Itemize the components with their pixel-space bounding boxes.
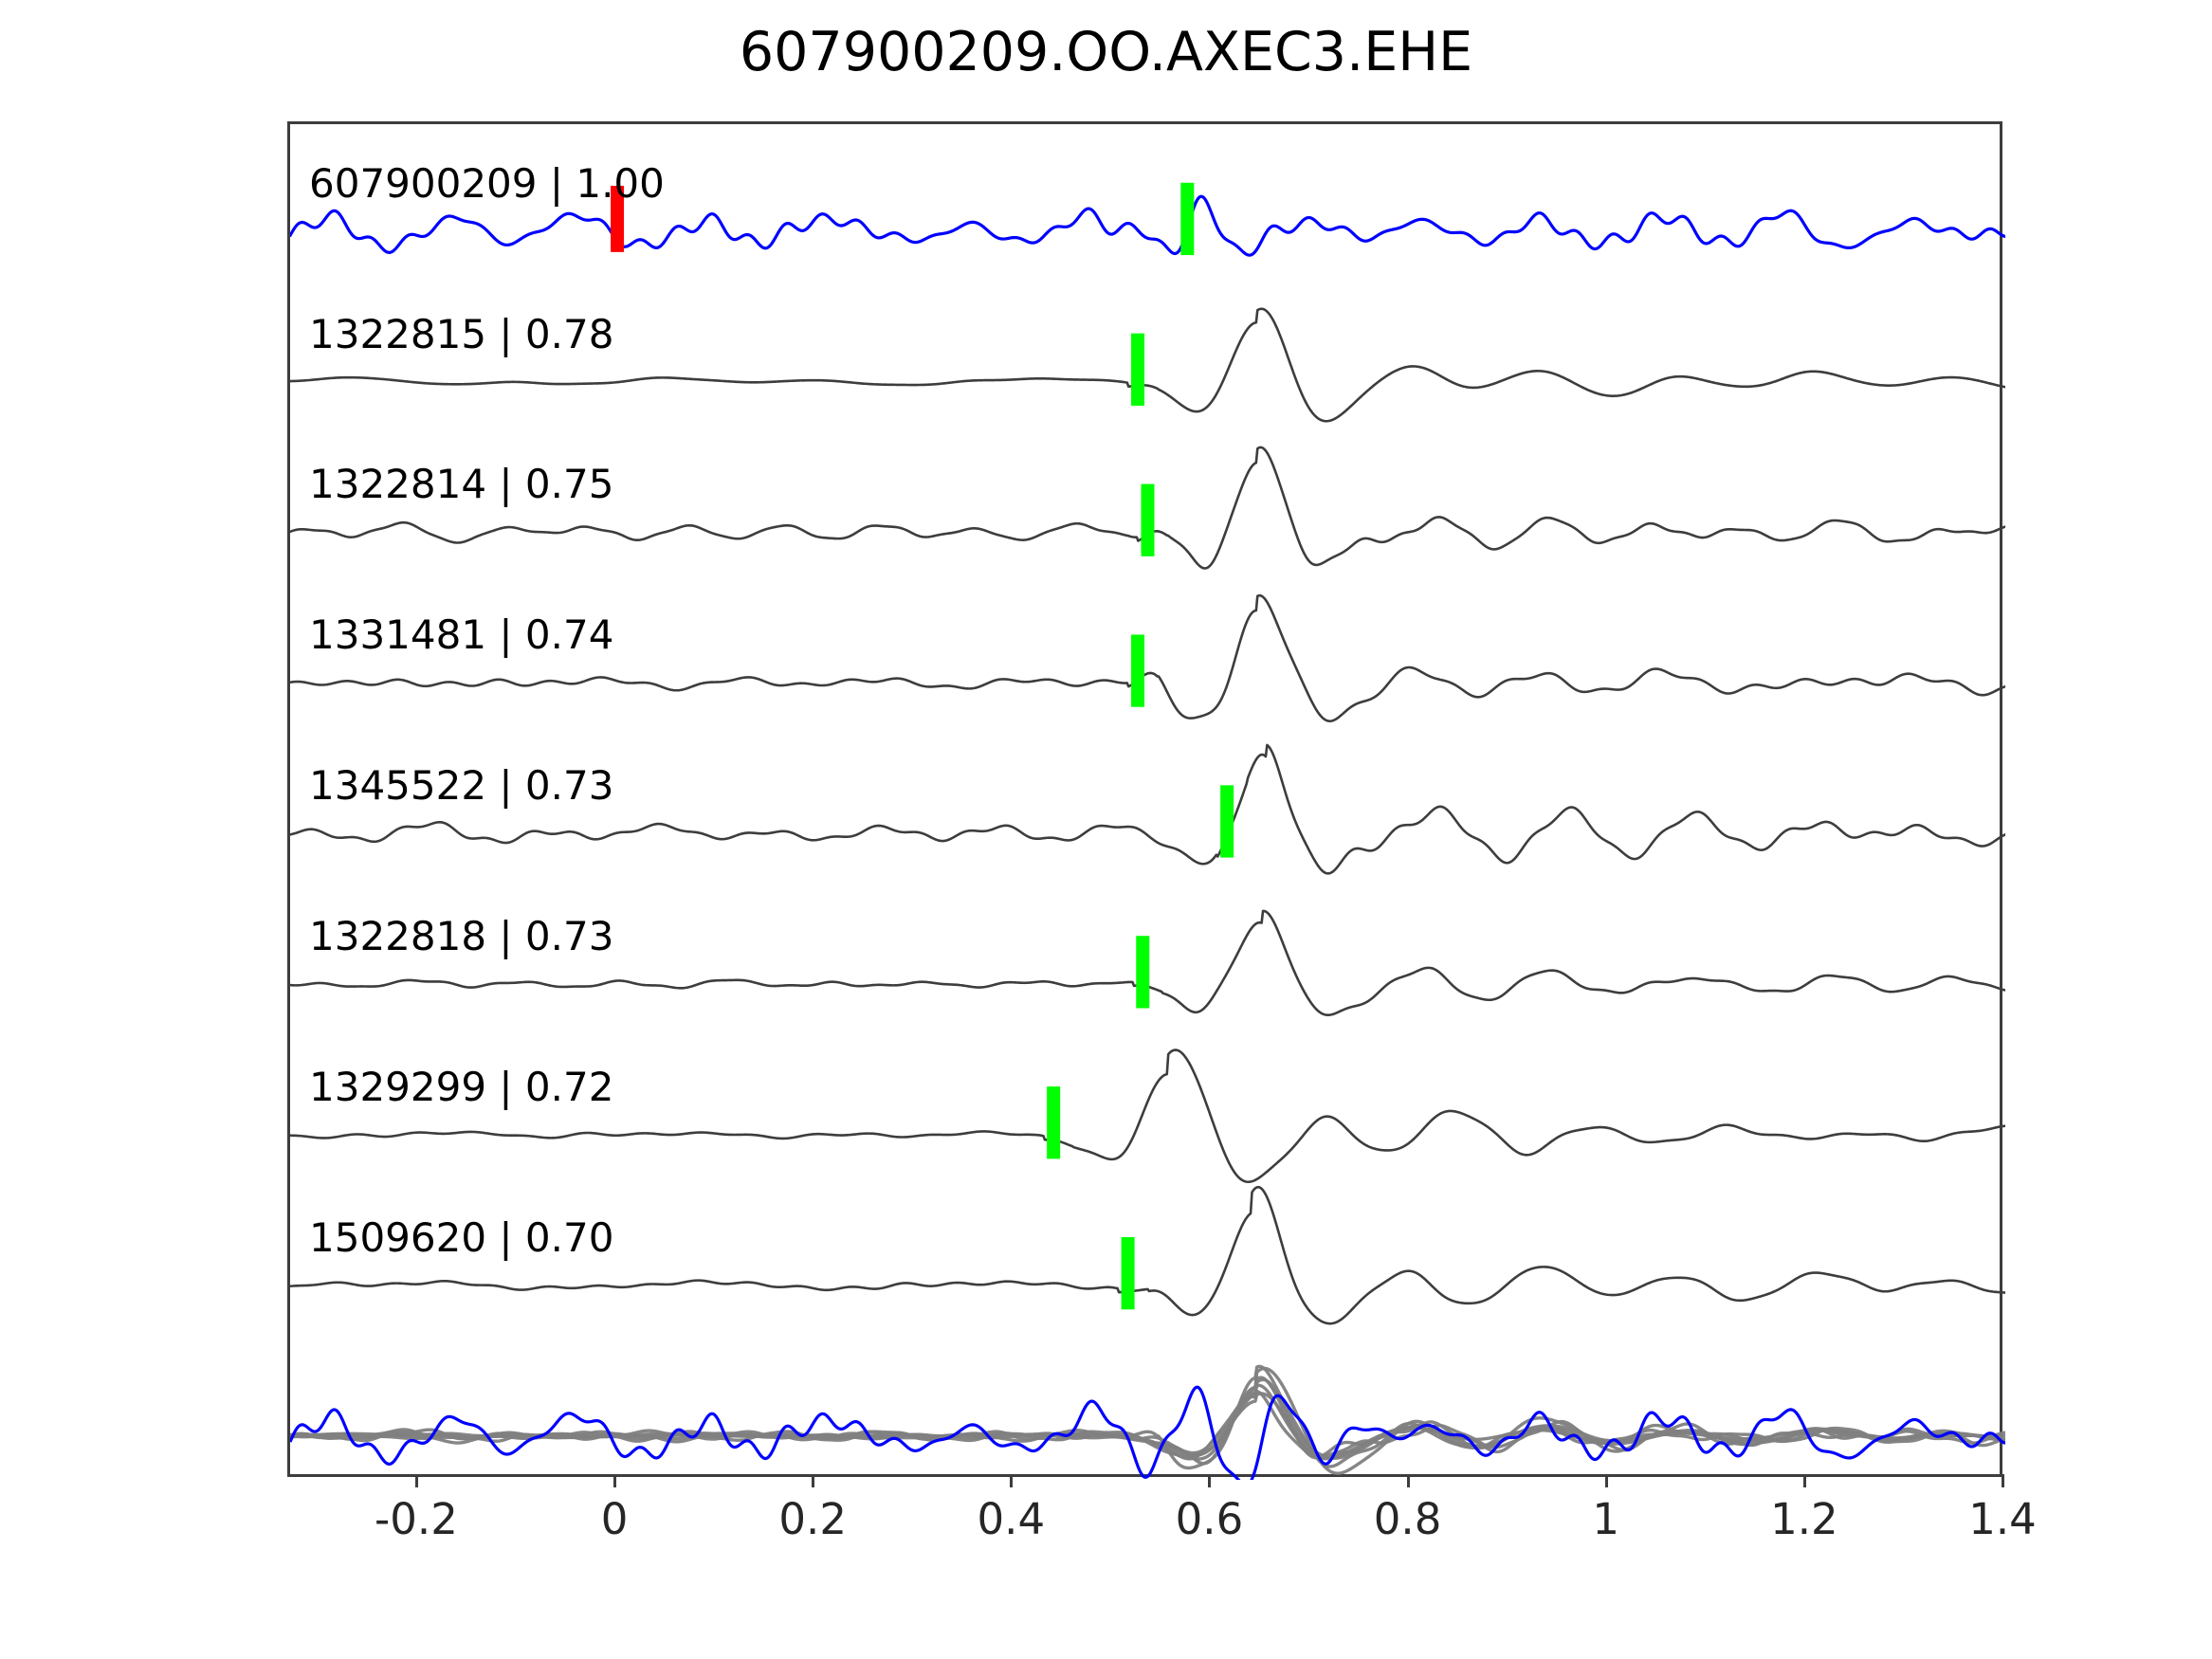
x-tick-mark: [1802, 1474, 1806, 1487]
x-tick-label: 0.8: [1373, 1494, 1442, 1544]
x-tick-label: 0: [600, 1494, 629, 1544]
x-tick-mark: [1604, 1474, 1608, 1487]
waveform-trace-607900209: [290, 194, 2005, 257]
x-tick-mark: [1406, 1474, 1410, 1487]
x-tick-mark: [2002, 1474, 2004, 1487]
trace-label-1509620: 1509620 | 0.70: [309, 1213, 614, 1261]
stack-gray-trace-1509620: [290, 1377, 2005, 1460]
x-tick-mark: [812, 1474, 815, 1487]
x-tick-label: 0.2: [778, 1494, 847, 1544]
plot-axes: [287, 121, 2005, 1480]
phase-pick-marker-1331481: [1131, 634, 1145, 707]
x-tick-label: 1: [1592, 1494, 1620, 1544]
x-tick-label: 1.2: [1770, 1494, 1838, 1544]
x-tick-mark: [1208, 1474, 1212, 1487]
phase-pick-marker-1329299: [1047, 1086, 1061, 1159]
stack-gray-trace-1322815: [290, 1392, 2005, 1461]
phase-pick-marker-1322818: [1136, 936, 1150, 1009]
x-tick-mark: [414, 1474, 418, 1487]
phase-pick-marker-1345522: [1220, 785, 1234, 858]
x-tick-label: -0.2: [375, 1494, 458, 1544]
trace-label-1331481: 1331481 | 0.74: [309, 611, 614, 659]
trace-label-1322818: 1322818 | 0.73: [309, 913, 614, 960]
x-tick-label: 0.6: [1175, 1494, 1244, 1544]
trace-label-1322814: 1322814 | 0.75: [309, 461, 614, 508]
phase-pick-marker-1322815: [1131, 333, 1145, 406]
page-title: 607900209.OO.AXEC3.EHE: [739, 21, 1473, 83]
x-tick-label: 0.4: [977, 1494, 1046, 1544]
waveform-trace-1509620: [290, 1185, 2005, 1325]
waveform-trace-1322815: [290, 307, 2005, 423]
stack-blue-trace: [290, 1385, 2005, 1480]
phase-pick-marker-1509620: [1121, 1237, 1135, 1310]
waveform-trace-1345522: [290, 743, 2005, 875]
stack-gray-trace-1329299: [290, 1366, 2005, 1475]
origin-time-marker-607900209: [611, 185, 625, 252]
waveform-trace-1329299: [290, 1048, 2005, 1184]
phase-pick-marker-607900209: [1180, 182, 1195, 256]
trace-label-1345522: 1345522 | 0.73: [309, 762, 614, 810]
waveform-trace-1331481: [290, 593, 2005, 722]
x-tick-mark: [613, 1474, 617, 1487]
x-tick-mark: [1010, 1474, 1014, 1487]
phase-pick-marker-1322814: [1141, 483, 1155, 556]
x-tick-label: 1.4: [1968, 1494, 2037, 1544]
trace-label-1322815: 1322815 | 0.78: [309, 310, 614, 357]
stack-gray-trace-1322814: [290, 1376, 2005, 1466]
stack-gray-trace-1331481: [290, 1364, 2005, 1470]
stack-gray-trace-1322818: [290, 1383, 2005, 1461]
trace-label-607900209: 607900209 | 1.00: [309, 159, 665, 207]
trace-label-1329299: 1329299 | 0.72: [309, 1063, 614, 1110]
waveform-canvas: [290, 182, 2005, 1480]
